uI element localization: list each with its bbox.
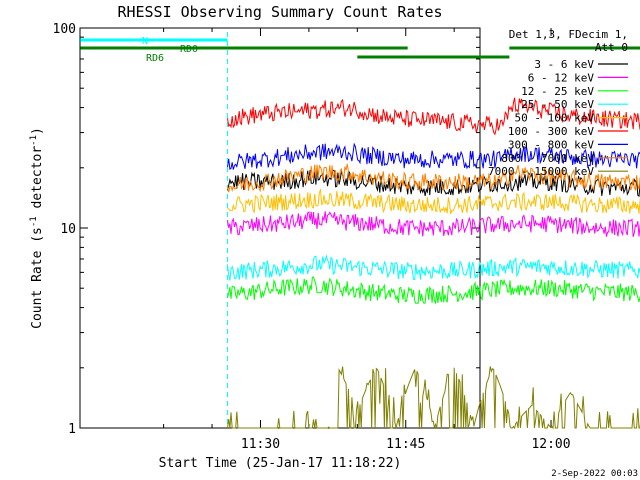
plot-area: 11010011:3011:4512:0012:1512:3012:45NRD0… (53, 22, 640, 452)
legend-label: 12 - 25 keV (521, 85, 594, 98)
footer-timestamp: 2-Sep-2022 00:03 (551, 469, 638, 479)
y-axis-label-part: detector (30, 146, 45, 217)
y-axis-label-part: Count Rate (s (30, 227, 45, 329)
legend-title-line: Att 0 (595, 41, 628, 54)
series-line (227, 366, 640, 430)
x-axis-label: Start Time (25-Jan-17 11:18:22) (159, 456, 402, 471)
x-tick-label: 11:45 (386, 437, 425, 452)
legend-label: 800 - 7000 keV (501, 152, 594, 165)
series-line (227, 276, 640, 305)
y-tick-label: 100 (53, 22, 76, 37)
legend-label: 6 - 12 keV (528, 71, 595, 84)
y-axis-label-part: -1 (29, 135, 39, 146)
series-line (227, 188, 640, 215)
series-line (227, 211, 640, 238)
x-tick-label: 12:00 (531, 437, 570, 452)
series-line (227, 163, 640, 193)
series-line (227, 254, 640, 281)
annotation-label: N (142, 36, 148, 47)
series-line (227, 142, 640, 170)
series-line (227, 97, 640, 136)
y-axis-label-part: ) (30, 127, 45, 135)
annotation-label: RD6 (146, 53, 164, 64)
legend-label: 3 - 6 keV (534, 58, 594, 71)
y-tick-label: 1 (68, 422, 76, 437)
legend-label: 300 - 800 keV (508, 138, 594, 151)
legend-title-line: Det 1,3, FDecim 1, (509, 28, 628, 41)
annotation-label: RD0 (180, 44, 198, 55)
chart-title: RHESSI Observing Summary Count Rates (117, 3, 442, 21)
y-axis-label: Count Rate (s-1 detector-1) (29, 127, 45, 329)
legend-label: 7000 - 15000 keV (488, 165, 594, 178)
y-tick-label: 10 (60, 222, 76, 237)
y-axis-label-part: -1 (29, 216, 39, 227)
legend-label: 25 - 50 keV (521, 98, 594, 111)
legend-label: 100 - 300 keV (508, 125, 594, 138)
legend-label: 50 - 100 keV (515, 112, 595, 125)
x-tick-label: 11:30 (241, 437, 280, 452)
